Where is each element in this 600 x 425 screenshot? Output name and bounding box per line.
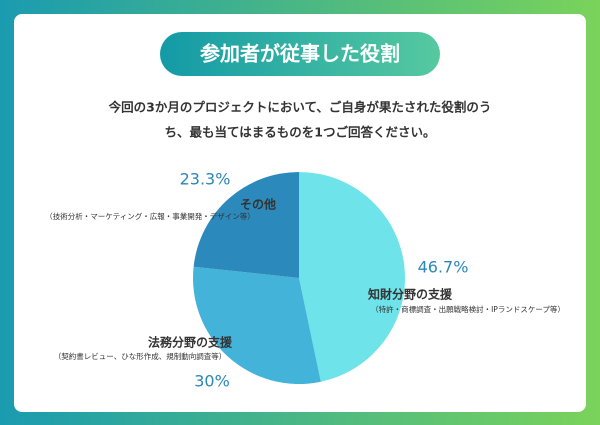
category-label: 法務分野の支援 <box>148 335 233 350</box>
category-note: （技術分析・マーケティング・広報・事業開発・デザイン等） <box>45 211 254 221</box>
category-label: 知財分野の支援 <box>367 287 453 302</box>
category-note: （契約書レビュー、ひな形作成、規制動向調査等） <box>54 351 226 361</box>
subtitle: ち、最も当てはまるものを1つご回答ください。 <box>165 125 436 140</box>
value-label: 46.7% <box>418 258 469 277</box>
chart-title: 参加者が従事した役割 <box>200 42 400 66</box>
category-note: （特許・商標調査・出願戦略検討・IPランドスケープ等） <box>371 304 565 314</box>
value-label: 30% <box>194 372 230 391</box>
category-label: その他 <box>240 197 276 212</box>
value-label: 23.3% <box>180 170 231 189</box>
subtitle: 今回の3か月のプロジェクトにおいて、ご自身が果たされた役割のう <box>108 100 492 115</box>
